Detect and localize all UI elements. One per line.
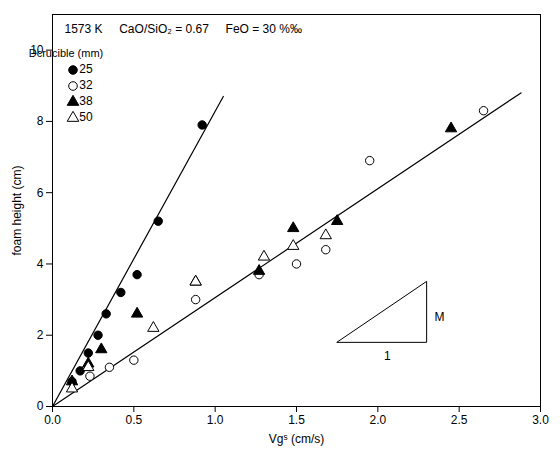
svg-text:25: 25 [79,62,93,76]
svg-text:Dcrucible (mm): Dcrucible (mm) [29,47,104,59]
svg-text:1573 K CaO/SiO₂ = 0.67: 1573 K CaO/SiO₂ = 0.67 FeO = 30 %‰ [65,22,302,36]
svg-text:50: 50 [79,110,93,124]
svg-text:M: M [435,310,445,324]
svg-text:1.5: 1.5 [288,413,305,427]
svg-text:38: 38 [79,94,93,108]
svg-text:8: 8 [37,114,44,128]
svg-text:32: 32 [79,78,93,92]
svg-text:2: 2 [37,328,44,342]
svg-text:3.0: 3.0 [532,413,549,427]
svg-text:foam height (cm): foam height (cm) [10,165,24,255]
svg-text:Vgˢ (cm/s): Vgˢ (cm/s) [269,432,324,446]
svg-text:0.0: 0.0 [44,413,61,427]
svg-text:1.0: 1.0 [207,413,224,427]
svg-text:6: 6 [37,186,44,200]
svg-text:0: 0 [37,399,44,413]
svg-text:2.5: 2.5 [451,413,468,427]
svg-text:1: 1 [384,349,391,363]
svg-text:4: 4 [37,257,44,271]
svg-text:2.0: 2.0 [369,413,386,427]
svg-text:0.5: 0.5 [125,413,142,427]
